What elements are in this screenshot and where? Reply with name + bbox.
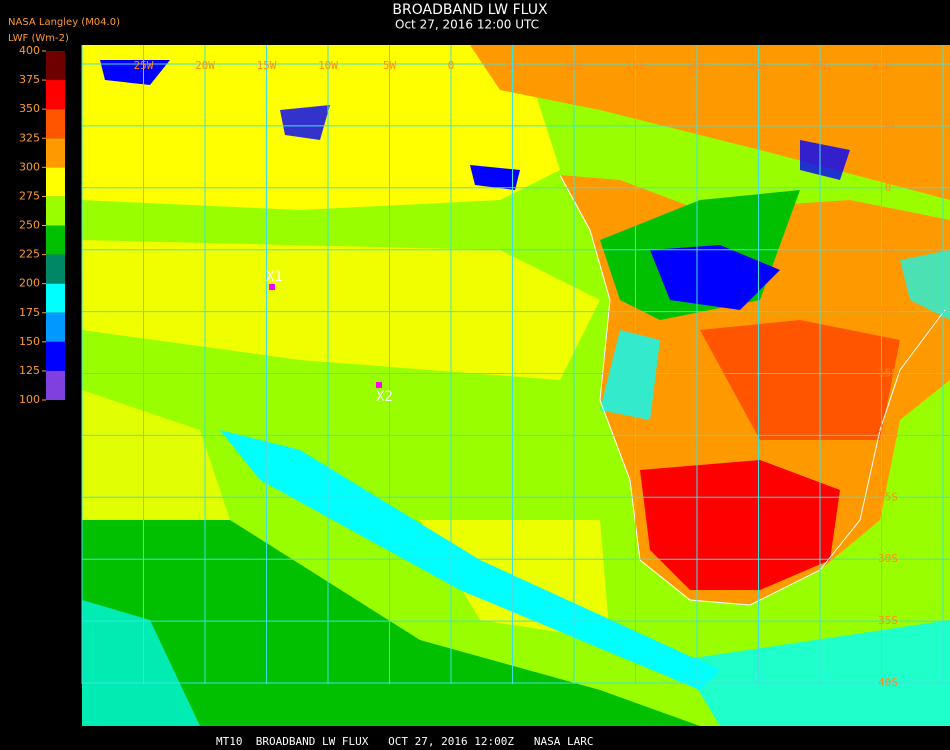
legend-tick-label: 400 [19, 44, 40, 57]
legend-band [46, 283, 65, 313]
lon-label: 20E [687, 59, 707, 72]
legend-tick-label: 175 [19, 306, 40, 319]
lon-label: 5W [383, 59, 397, 72]
legend-tick-label: 225 [19, 248, 40, 261]
legend-band [46, 196, 65, 226]
lon-label: 15E [626, 59, 646, 72]
legend: 400 375 350 325 300 275 250 225 200 175 150 125 100 [19, 44, 65, 406]
legend-band [46, 80, 65, 110]
legend-band [46, 254, 65, 284]
footer: MT10 BROADBAND LW FLUX OCT 27, 2016 12:0… [216, 735, 594, 748]
source: NASA Langley (M04.0) [8, 17, 120, 28]
lat-label: 40S [878, 676, 898, 689]
legend-tick-label: 100 [19, 393, 40, 406]
legend-band [46, 341, 65, 371]
legend-band [46, 138, 65, 168]
lat-label: 5S [881, 243, 894, 256]
legend-tick-label: 300 [19, 160, 40, 173]
lat-label: 35S [878, 614, 898, 627]
lon-label: 30E [810, 59, 830, 72]
legend-tick-label: 250 [19, 219, 40, 232]
lon-label: 25E [749, 59, 769, 72]
lon-label: 10W [318, 59, 338, 72]
lat-label: 10S [878, 305, 898, 318]
legend-tick-label: 275 [19, 189, 40, 202]
units: LWF (Wm-2) [8, 33, 69, 44]
legend-band [46, 109, 65, 139]
title: BROADBAND LW FLUX [392, 2, 548, 18]
legend-tick-label: 125 [19, 364, 40, 377]
lat-label: 30S [878, 552, 898, 565]
legend-band [46, 370, 65, 400]
lat-label: 15S [878, 367, 898, 380]
subtitle: Oct 27, 2016 12:00 UTC [395, 18, 539, 32]
graticule: 25W 20W 15W 10W 5W 0 5E 10E 15E 20E 25E 30E 35E 5N 0 5S… [81, 45, 950, 689]
lat-label: 5N [881, 119, 894, 132]
lat-label: 0 [885, 181, 892, 194]
legend-band [46, 51, 65, 81]
legend-band [46, 225, 65, 255]
lon-label: 25W [134, 59, 154, 72]
lon-label: 0 [448, 59, 455, 72]
lon-label: 5E [506, 59, 519, 72]
legend-tick-label: 200 [19, 277, 40, 290]
legend-band [46, 312, 65, 342]
marker-label: X1 [266, 269, 283, 285]
lat-label: 25S [878, 490, 898, 503]
lon-label: 15W [257, 59, 277, 72]
legend-tick-label: 150 [19, 335, 40, 348]
lat-label: 20S [878, 428, 898, 441]
marker-x1 [269, 284, 275, 290]
legend-tick-label: 325 [19, 131, 40, 144]
legend-tick-label: 375 [19, 73, 40, 86]
legend-tick-label: 350 [19, 102, 40, 115]
lon-label: 20W [195, 59, 215, 72]
lon-label: 35E [872, 59, 892, 72]
lon-label: 10E [564, 59, 584, 72]
marker-x2 [376, 382, 382, 388]
legend-band [46, 167, 65, 197]
marker-label: X2 [376, 389, 393, 405]
